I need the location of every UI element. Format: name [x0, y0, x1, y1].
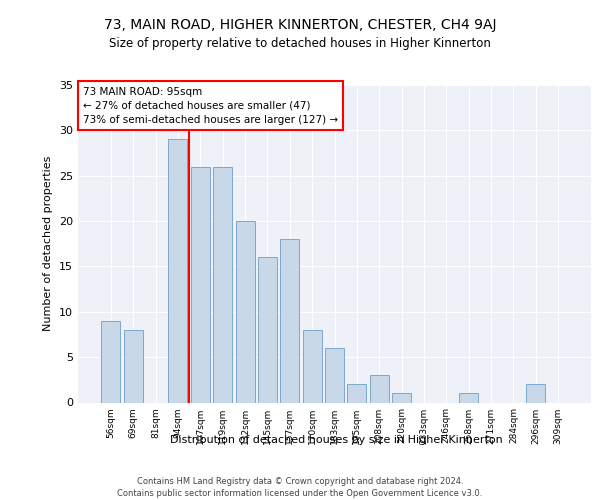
Bar — [459, 394, 478, 402]
Text: 73 MAIN ROAD: 95sqm
← 27% of detached houses are smaller (47)
73% of semi-detach: 73 MAIN ROAD: 95sqm ← 27% of detached ho… — [83, 86, 338, 124]
Bar — [191, 166, 210, 402]
Text: Distribution of detached houses by size in Higher Kinnerton: Distribution of detached houses by size … — [170, 435, 502, 445]
Bar — [347, 384, 367, 402]
Bar — [236, 221, 254, 402]
Bar — [325, 348, 344, 403]
Bar — [392, 394, 411, 402]
Text: 73, MAIN ROAD, HIGHER KINNERTON, CHESTER, CH4 9AJ: 73, MAIN ROAD, HIGHER KINNERTON, CHESTER… — [104, 18, 496, 32]
Text: Size of property relative to detached houses in Higher Kinnerton: Size of property relative to detached ho… — [109, 38, 491, 51]
Bar — [370, 376, 389, 402]
Y-axis label: Number of detached properties: Number of detached properties — [43, 156, 53, 332]
Bar — [124, 330, 143, 402]
Bar — [280, 239, 299, 402]
Bar — [258, 258, 277, 402]
Text: Contains public sector information licensed under the Open Government Licence v3: Contains public sector information licen… — [118, 489, 482, 498]
Bar — [101, 321, 121, 402]
Bar — [213, 166, 232, 402]
Bar — [169, 140, 187, 402]
Bar — [302, 330, 322, 402]
Bar — [526, 384, 545, 402]
Text: Contains HM Land Registry data © Crown copyright and database right 2024.: Contains HM Land Registry data © Crown c… — [137, 478, 463, 486]
